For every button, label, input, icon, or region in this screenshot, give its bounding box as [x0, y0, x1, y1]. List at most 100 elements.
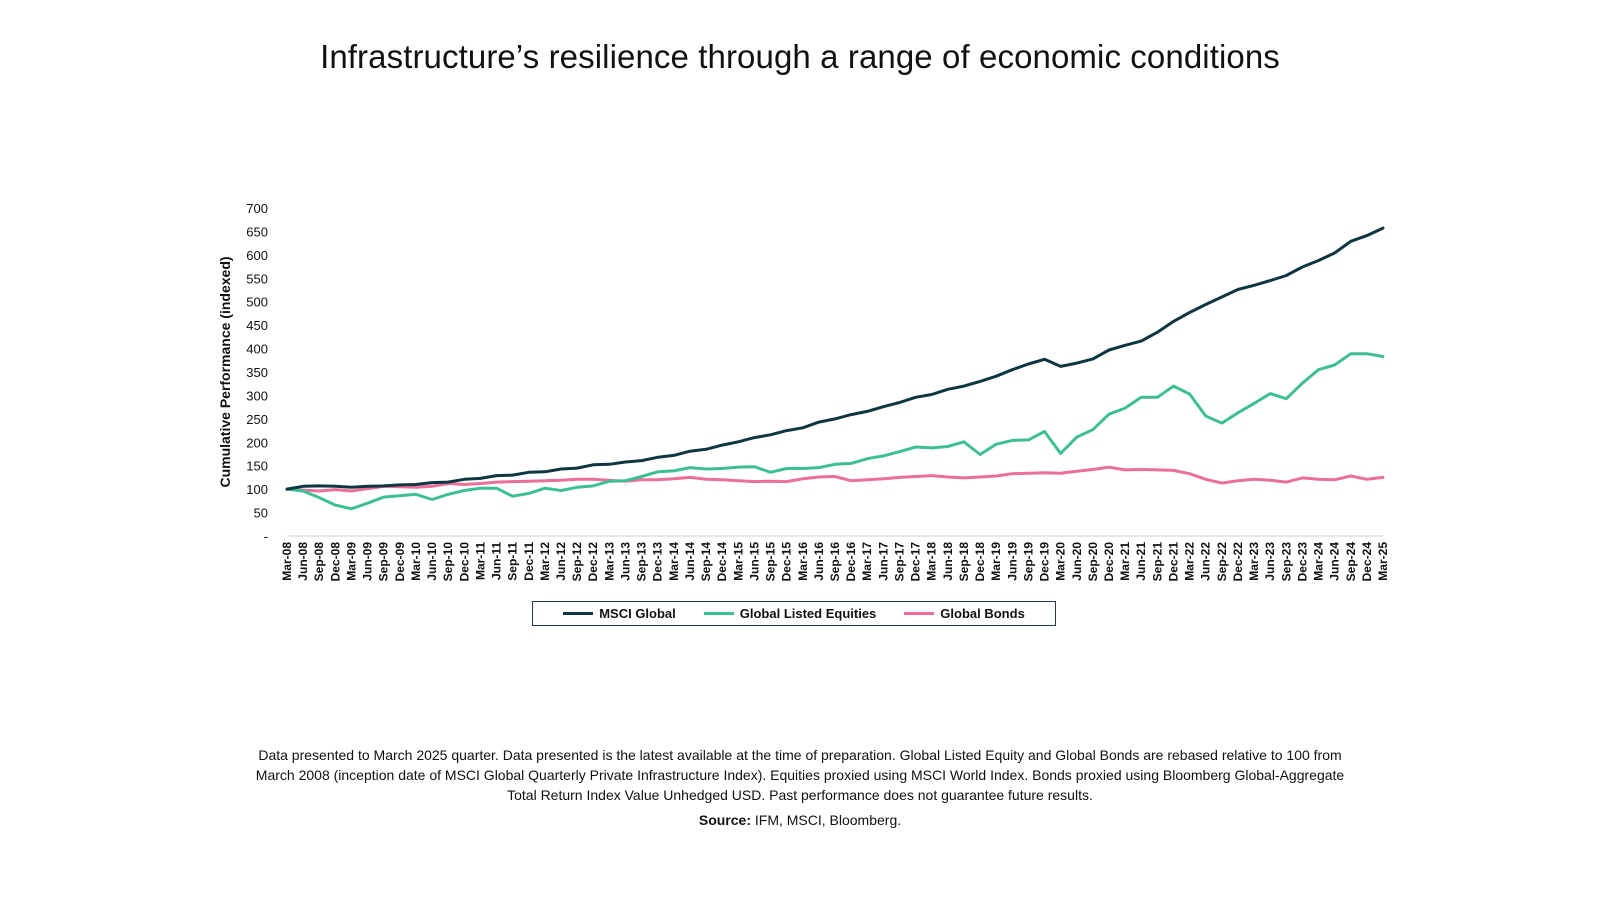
x-tick-label: Mar-19: [989, 542, 1003, 581]
legend-label-msci-global: MSCI Global: [599, 606, 676, 621]
x-tick-label: Jun-13: [618, 542, 632, 581]
x-tick-label: Sep-08: [312, 542, 326, 582]
y-tick-label: 250: [246, 412, 268, 427]
x-tick-label: Jun-21: [1134, 542, 1148, 581]
legend-label-global-bonds: Global Bonds: [940, 606, 1025, 621]
x-tick-label: Jun-20: [1070, 542, 1084, 581]
source-label: Source:: [698, 812, 751, 828]
y-tick-label: 500: [246, 295, 268, 310]
x-tick-label: Mar-23: [1247, 542, 1261, 581]
x-tick-label: Jun-23: [1263, 542, 1277, 581]
y-tick-label: 700: [246, 201, 268, 216]
y-tick-label: 650: [246, 224, 268, 239]
x-tick-label: Jun-22: [1199, 542, 1213, 581]
legend-swatch-global-listed-equities: [703, 612, 734, 615]
legend-swatch-msci-global: [563, 612, 594, 615]
x-tick-label: Sep-12: [570, 542, 584, 582]
x-tick-label: Dec-17: [909, 542, 923, 582]
y-axis-label: Cumulative Performance (indexed): [217, 256, 233, 487]
x-tick-label: Mar-21: [1118, 542, 1132, 581]
y-tick-label: -: [264, 529, 268, 544]
legend-item-global-bonds: Global Bonds: [904, 606, 1025, 621]
x-tick-label: Mar-18: [925, 542, 939, 581]
series-line-global-listed-equities: [285, 352, 1385, 511]
x-tick-label: Sep-13: [635, 542, 649, 582]
source-text: IFM, MSCI, Bloomberg.: [750, 812, 902, 828]
y-tick-label: 550: [246, 271, 268, 286]
plot-lines: [285, 226, 1385, 511]
legend-label-global-listed-equities: Global Listed Equities: [739, 606, 877, 621]
y-tick-label: 450: [246, 318, 268, 333]
x-tick-label: Jun-10: [425, 542, 439, 581]
chart-legend: MSCI Global Global Listed Equities Globa…: [532, 601, 1056, 626]
x-tick-label: Sep-22: [1215, 542, 1229, 582]
y-tick-label: 50: [254, 506, 268, 521]
x-tick-label: Dec-09: [393, 542, 407, 582]
x-tick-label: Mar-25: [1376, 542, 1390, 581]
x-axis: Mar-08 Jun-08 Sep-08 Dec-08 Mar-09 Jun-09 Sep-…: [280, 535, 1390, 582]
x-tick-label: Dec-24: [1360, 542, 1374, 582]
x-tick-label: Jun-18: [941, 542, 955, 581]
source-line: Source: IFM, MSCI, Bloomberg.: [0, 812, 1600, 828]
x-tick-label: Sep-09: [377, 542, 391, 582]
x-tick-label: Mar-13: [602, 542, 616, 581]
x-tick-label: Mar-11: [473, 542, 487, 580]
x-tick-label: Mar-16: [796, 542, 810, 581]
x-tick-label: Mar-22: [1183, 542, 1197, 581]
x-tick-label: Mar-24: [1312, 542, 1326, 581]
x-tick-label: Dec-15: [780, 542, 794, 582]
x-tick-label: Mar-09: [344, 542, 358, 581]
x-tick-label: Dec-22: [1231, 542, 1245, 582]
y-tick-label: 600: [246, 248, 268, 263]
x-tick-label: Sep-20: [1086, 542, 1100, 582]
legend-item-msci-global: MSCI Global: [563, 606, 676, 621]
x-tick-label: Sep-16: [828, 542, 842, 582]
x-tick-label: Mar-14: [667, 542, 681, 581]
footnote: Data presented to March 2025 quarter. Da…: [255, 747, 1345, 803]
chart-title: Infrastructure’s resilience through a ra…: [320, 38, 1280, 75]
x-tick-label: Sep-21: [1150, 542, 1164, 582]
y-tick-label: 150: [246, 459, 268, 474]
x-tick-label: Dec-12: [586, 542, 600, 582]
y-tick-label: 200: [246, 435, 268, 450]
x-tick-label: Dec-08: [328, 542, 342, 582]
x-tick-label: Dec-14: [715, 542, 729, 582]
y-tick-label: 350: [246, 365, 268, 380]
x-tick-label: Sep-11: [506, 542, 520, 581]
x-tick-label: Sep-24: [1344, 542, 1358, 582]
x-tick-label: Dec-23: [1295, 542, 1309, 582]
x-tick-label: Dec-21: [1166, 542, 1180, 582]
x-tick-label: Jun-08: [296, 542, 310, 581]
x-tick-label: Sep-10: [441, 542, 455, 582]
x-tick-label: Jun-11: [490, 542, 504, 580]
series-line-global-bonds: [285, 465, 1385, 493]
x-tick-label: Sep-17: [892, 542, 906, 582]
x-tick-label: Jun-14: [683, 542, 697, 581]
x-tick-label: Dec-13: [651, 542, 665, 582]
series-line-msci-global: [285, 226, 1385, 491]
x-tick-label: Jun-12: [554, 542, 568, 581]
x-tick-label: Dec-16: [844, 542, 858, 582]
x-tick-label: Sep-15: [764, 542, 778, 582]
x-tick-label: Dec-18: [973, 542, 987, 582]
x-tick-label: Dec-19: [1038, 542, 1052, 582]
x-tick-label: Mar-20: [1054, 542, 1068, 581]
x-tick-label: Jun-24: [1328, 542, 1342, 581]
y-tick-label: 300: [246, 388, 268, 403]
x-tick-label: Mar-10: [409, 542, 423, 581]
x-tick-label: Sep-18: [957, 542, 971, 582]
y-tick-label: 400: [246, 342, 268, 357]
x-tick-label: Sep-23: [1279, 542, 1293, 582]
x-tick-label: Jun-15: [747, 542, 761, 581]
x-tick-label: Mar-17: [860, 542, 874, 581]
x-tick-label: Mar-15: [731, 542, 745, 581]
x-tick-label: Jun-09: [361, 542, 375, 581]
x-tick-label: Jun-19: [1005, 542, 1019, 581]
x-tick-label: Sep-14: [699, 542, 713, 582]
x-tick-label: Dec-10: [457, 542, 471, 582]
x-tick-label: Dec-20: [1102, 542, 1116, 582]
y-tick-label: 100: [246, 482, 268, 497]
x-tick-label: Jun-16: [812, 542, 826, 581]
x-tick-label: Mar-08: [280, 542, 294, 581]
